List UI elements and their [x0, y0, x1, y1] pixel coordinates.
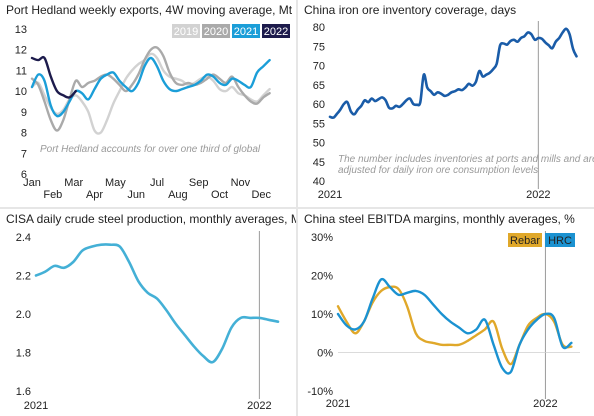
series-line-2021	[30, 56, 271, 118]
chart-annotation: The number includes inventories at ports…	[338, 154, 594, 176]
chart-panel-bg	[0, 209, 296, 416]
y-tick-label: 9	[21, 107, 27, 119]
x-tick-label: 2022	[526, 189, 550, 201]
y-tick-label: 13	[15, 24, 27, 36]
legend-entry: 2021	[232, 24, 260, 38]
x-tick-label: Jun	[127, 189, 145, 201]
chart-iron-ore-inventory: China iron ore inventory coverage, days 4…	[298, 0, 594, 207]
y-tick-label: 1.8	[16, 348, 31, 360]
y-tick-label: 10%	[311, 309, 333, 321]
x-tick-label: 2021	[318, 189, 342, 201]
x-tick-label: Mar	[64, 177, 83, 189]
y-tick-label: 55	[313, 118, 325, 130]
chart-annotation: Port Hedland accounts for over one third…	[40, 144, 261, 155]
x-tick-label: Oct	[211, 189, 228, 201]
y-tick-label: 30%	[311, 232, 333, 244]
chart-title: Port Hedland weekly exports, 4W moving a…	[6, 3, 293, 17]
x-tick-label: Apr	[86, 189, 103, 201]
legend-swatch	[508, 233, 542, 247]
legend-swatch	[545, 233, 575, 247]
y-tick-label: 20%	[311, 271, 333, 283]
x-tick-label: Feb	[43, 189, 62, 201]
y-tick-label: 45	[313, 157, 325, 169]
x-tick-label: 2022	[247, 400, 271, 412]
series-line-hrc	[336, 277, 573, 375]
legend-swatch	[172, 24, 200, 38]
chart-ebitda-margins: China steel EBITDA margins, monthly aver…	[298, 209, 594, 416]
chart-title: China iron ore inventory coverage, days	[304, 3, 516, 17]
x-tick-label: Nov	[231, 177, 251, 189]
legend-entry: Rebar	[508, 233, 542, 247]
legend-label: 2019	[174, 26, 198, 38]
x-tick-label: Sep	[189, 177, 209, 189]
y-tick-label: 6	[21, 169, 27, 181]
series-line-main	[34, 243, 280, 364]
chart-title: China steel EBITDA margins, monthly aver…	[304, 212, 575, 226]
legend-label: HRC	[548, 235, 572, 247]
legend-label: Rebar	[510, 235, 540, 247]
x-tick-label: 2021	[24, 400, 48, 412]
y-tick-label: 2.2	[16, 271, 31, 283]
y-tick-label: 2.0	[16, 309, 31, 321]
x-tick-label: 2022	[533, 398, 557, 410]
y-tick-label: 40	[313, 176, 325, 188]
legend-entry: 2020	[202, 24, 230, 38]
x-tick-label: 2021	[326, 398, 350, 410]
y-tick-label: 80	[313, 22, 325, 34]
legend-entry: 2019	[172, 24, 200, 38]
legend-label: 2021	[234, 26, 258, 38]
y-tick-label: 65	[313, 80, 325, 92]
y-tick-label: 2.4	[16, 232, 31, 244]
y-tick-label: 12	[15, 45, 27, 57]
legend-swatch	[202, 24, 230, 38]
legend-label: 2020	[204, 26, 228, 38]
y-tick-label: 0%	[317, 348, 333, 360]
series-line-2020	[30, 46, 271, 132]
y-tick-label: 50	[313, 138, 325, 150]
x-tick-label: Jul	[150, 177, 164, 189]
y-tick-label: 70	[313, 61, 325, 73]
legend-swatch	[262, 24, 290, 38]
y-tick-label: 10	[15, 86, 27, 98]
chart-panel-bg	[298, 209, 594, 416]
legend-entry: HRC	[545, 233, 575, 247]
y-tick-label: 7	[21, 148, 27, 160]
x-tick-label: Aug	[168, 189, 188, 201]
series-line-rebar	[336, 285, 573, 366]
y-tick-label: 11	[16, 65, 27, 77]
y-tick-label: 1.6	[16, 386, 31, 398]
x-tick-label: Dec	[251, 189, 271, 201]
chart-port-hedland-exports: Port Hedland weekly exports, 4W moving a…	[0, 0, 296, 207]
series-line-2022	[30, 55, 77, 99]
y-tick-label: 60	[313, 99, 325, 111]
y-tick-label: -10%	[307, 386, 333, 398]
x-tick-label: May	[105, 177, 126, 189]
chart-title: CISA daily crude steel production, month…	[6, 212, 296, 226]
legend-label: 2022	[264, 26, 288, 38]
x-tick-label: Jan	[23, 177, 41, 189]
legend-entry: 2022	[262, 24, 290, 38]
y-tick-label: 8	[21, 128, 27, 140]
chart-cisa-steel-production: CISA daily crude steel production, month…	[0, 209, 296, 416]
series-line-main	[328, 27, 578, 120]
y-tick-label: 75	[313, 41, 325, 53]
legend-swatch	[232, 24, 260, 38]
